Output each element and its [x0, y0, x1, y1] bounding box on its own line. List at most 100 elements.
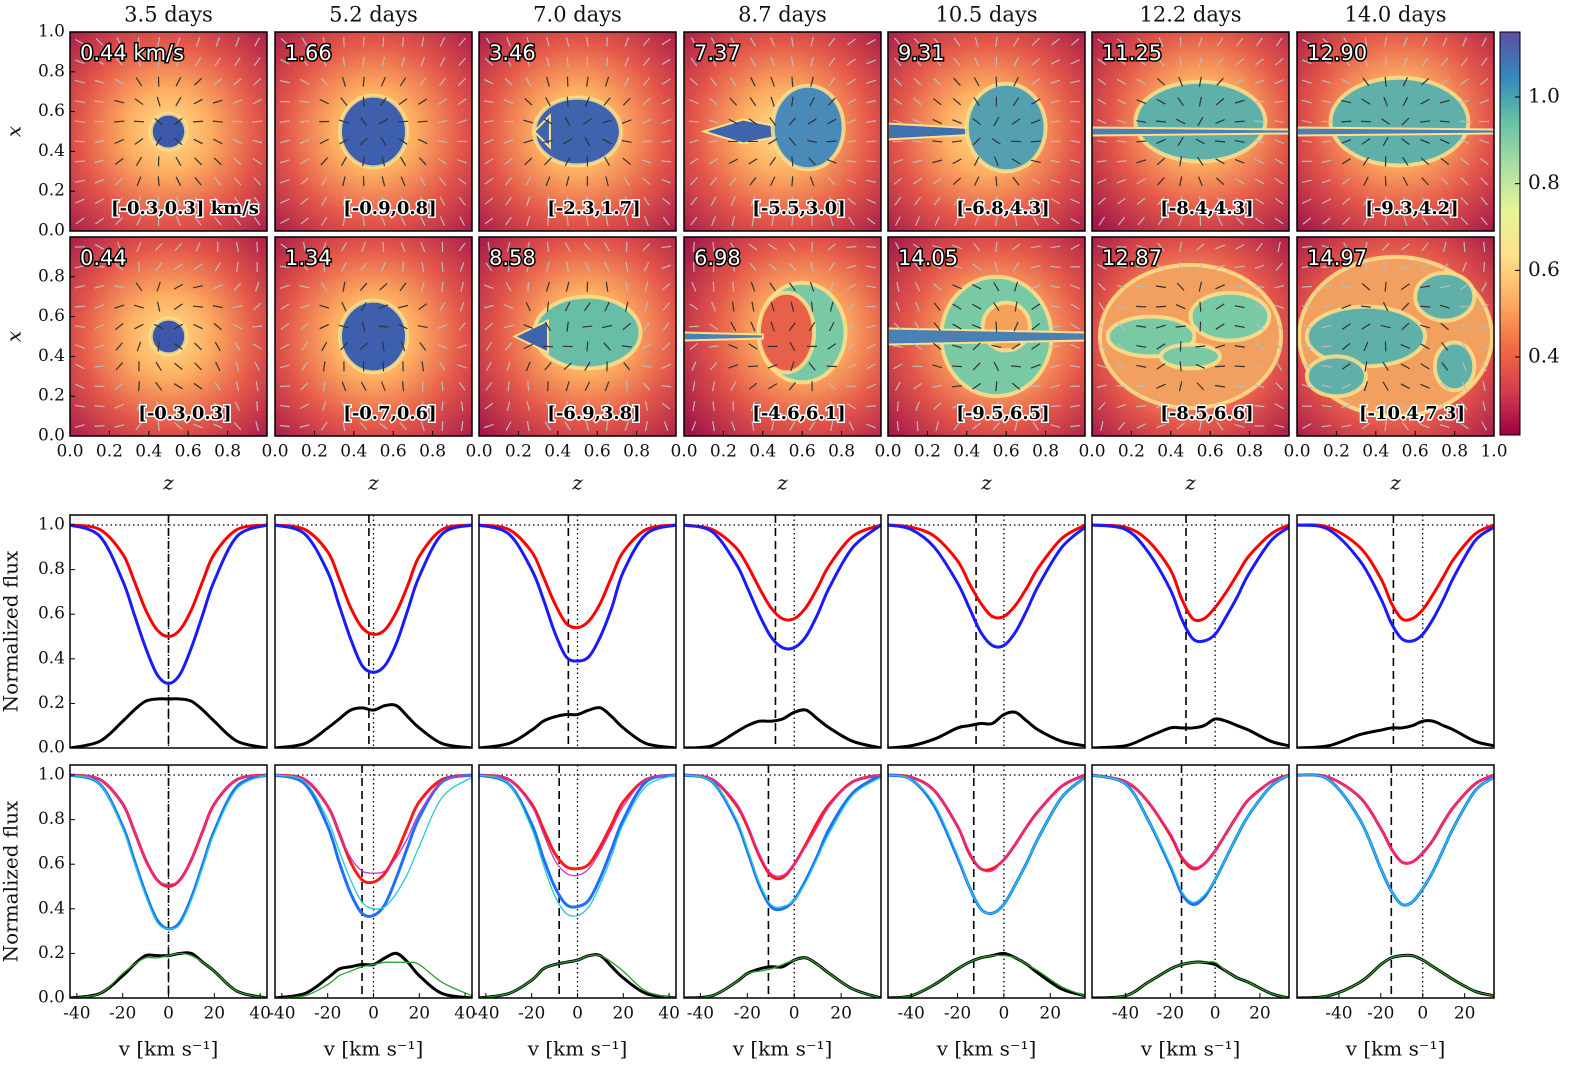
frame [1296, 236, 1495, 437]
velocity-arrow [441, 281, 444, 292]
velocity-arrow [913, 37, 922, 46]
velocity-arrow [507, 381, 510, 392]
x-tick-label: 0.2 [710, 442, 737, 462]
velocity-arrow [193, 98, 203, 105]
velocity-arrow [1341, 99, 1352, 104]
velocity-arrow [661, 402, 671, 410]
velocity-arrow [1479, 157, 1489, 165]
velocity-arrow [1032, 421, 1039, 431]
velocity-arrow [117, 242, 122, 252]
velocity-arrow [1157, 57, 1165, 67]
velocity-arrow [846, 160, 857, 163]
velocity-arrow [1136, 159, 1147, 164]
velocity-arrow [382, 341, 385, 352]
velocity-arrow [1420, 98, 1430, 105]
velocity-arrow [1235, 178, 1245, 185]
velocity-arrow [1215, 244, 1225, 250]
velocity-arrow [1157, 242, 1165, 252]
velocity-arrow [483, 100, 494, 103]
velocity-arrow [1401, 137, 1410, 145]
velocity-arrow [212, 120, 223, 123]
velocity-arrow [953, 57, 961, 67]
velocity-arrow [691, 361, 697, 372]
velocity-arrow [1116, 403, 1127, 409]
velocity-arrow [622, 157, 632, 165]
velocity-arrow [690, 196, 698, 206]
profile-line [70, 952, 267, 998]
plot [888, 765, 1085, 998]
velocity-arrow [1383, 401, 1388, 412]
velocity-arrow [662, 342, 671, 351]
velocity-arrow [135, 282, 143, 292]
velocity-arrow [340, 242, 347, 252]
velocity-arrow [1301, 119, 1312, 124]
velocity-arrow [952, 244, 962, 250]
speed-label: 12.87 [1102, 246, 1162, 270]
velocity-arrow [1178, 196, 1183, 207]
velocity-arrow [993, 116, 1000, 127]
velocity-arrow [642, 382, 651, 391]
velocity-arrow [253, 196, 261, 206]
velocity-arrow [1234, 424, 1245, 428]
velocity-arrow [748, 243, 758, 251]
x-tick-label: 20 [1249, 1004, 1271, 1024]
velocity-arrow [503, 304, 514, 310]
velocity-arrow [213, 78, 223, 86]
velocity-arrow [300, 177, 309, 185]
x-tick-label: 20 [612, 1004, 634, 1024]
velocity-arrow [398, 304, 409, 309]
velocity-arrow [1175, 325, 1186, 328]
velocity-arrow [136, 242, 142, 252]
velocity-arrow [299, 424, 310, 428]
velocity-arrow [1382, 262, 1389, 272]
velocity-arrow [155, 401, 162, 411]
y-axis-label: Normalized flux [0, 550, 23, 713]
velocity-arrow [1156, 423, 1166, 429]
velocity-arrow [1363, 196, 1369, 206]
velocity-arrow [301, 37, 308, 47]
velocity-arrow [1343, 242, 1350, 252]
velocity-arrow [1402, 156, 1409, 166]
velocity-arrow [214, 57, 222, 67]
velocity-arrow [788, 242, 796, 252]
velocity-arrow [932, 118, 943, 125]
frame [1296, 764, 1495, 999]
velocity-arrow [584, 262, 590, 272]
velocity-arrow [770, 96, 775, 107]
velocity-arrow [173, 383, 183, 390]
velocity-arrow [420, 196, 426, 206]
velocity-arrow [1402, 76, 1409, 87]
heatmap [1092, 32, 1289, 231]
velocity-arrow [689, 342, 699, 351]
velocity-arrow [1098, 402, 1106, 411]
velocity-arrow [400, 196, 406, 206]
velocity-arrow [1236, 37, 1244, 47]
velocity-arrow [932, 364, 943, 369]
velocity-arrow [1274, 424, 1285, 428]
y-tick-label: 0.8 [38, 266, 65, 286]
velocity-arrow [253, 177, 262, 186]
velocity-arrow [504, 342, 513, 351]
velocity-arrow [1070, 218, 1080, 224]
velocity-arrow [1096, 384, 1107, 388]
x-tick-label: 0.4 [340, 442, 367, 462]
velocity-arrow [972, 263, 982, 271]
x-tick-label: 0.8 [419, 442, 446, 462]
velocity-arrow [232, 99, 243, 104]
velocity-arrow [338, 119, 349, 124]
velocity-arrow [215, 37, 221, 47]
velocity-arrow [847, 38, 856, 46]
velocity-arrow [644, 216, 649, 226]
velocity-arrow [1341, 404, 1352, 408]
velocity-arrow [1050, 245, 1061, 249]
velocity-arrow [625, 381, 628, 392]
velocity-arrow [114, 424, 125, 428]
velocity-arrow [484, 322, 493, 331]
velocity-arrow [730, 196, 736, 206]
velocity-arrow [175, 97, 182, 107]
velocity-arrow [1274, 138, 1284, 144]
velocity-arrow [625, 281, 628, 292]
velocity-arrow [1136, 245, 1147, 249]
velocity-arrow [1050, 198, 1061, 205]
velocity-arrow [952, 177, 962, 186]
